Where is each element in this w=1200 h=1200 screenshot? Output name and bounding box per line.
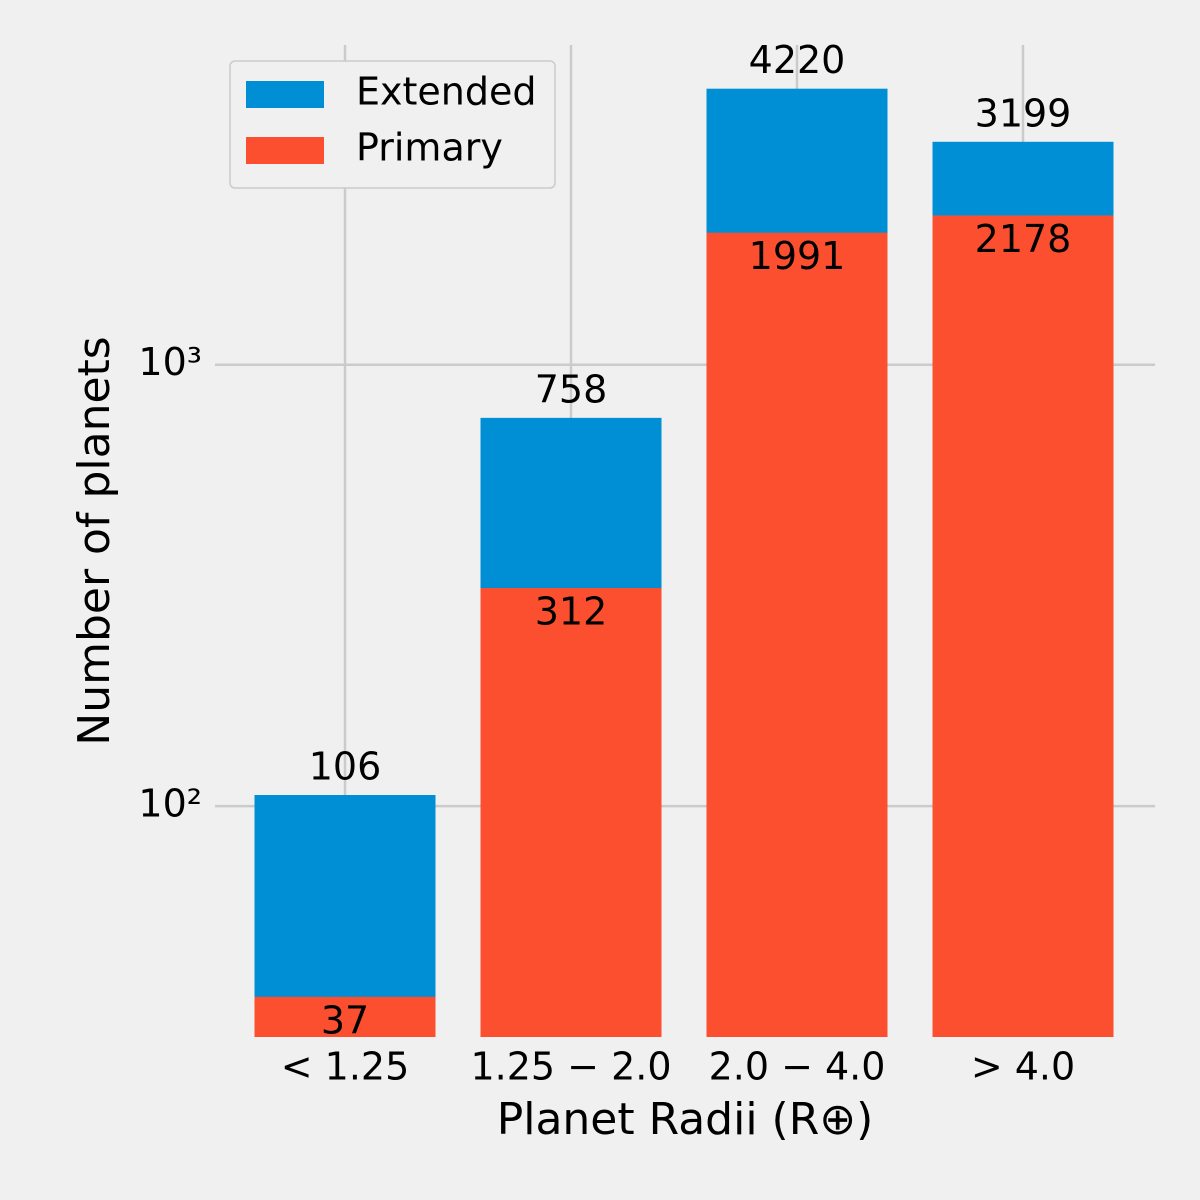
x-axis-label: Planet Radii (R⊕) (497, 1094, 874, 1145)
bar (254, 795, 436, 1037)
value-label: 2178 (975, 217, 1072, 261)
legend-label: Primary (356, 126, 503, 170)
value-label: 758 (535, 367, 608, 411)
bar (932, 215, 1114, 1038)
value-label: 3199 (975, 91, 1072, 135)
y-tick-label: 10² (138, 782, 202, 826)
bar (706, 232, 888, 1037)
labels: 10² 10³ < 1.25 1.25 − 2.0 2.0 − 4.0 > 4.0 106 7… (138, 38, 1075, 1088)
value-label: 37 (321, 998, 369, 1042)
legend-label: Extended (356, 70, 536, 114)
legend-swatch (246, 137, 324, 164)
value-label: 1991 (749, 234, 846, 278)
value-label: 106 (309, 745, 382, 789)
y-tick-label: 10³ (138, 340, 202, 384)
legend-swatch (246, 81, 324, 108)
y-axis-label: Number of planets (69, 336, 120, 745)
x-tick-label: < 1.25 (281, 1045, 410, 1089)
x-tick-label: 2.0 − 4.0 (709, 1045, 886, 1089)
x-tick-label: > 4.0 (971, 1045, 1075, 1089)
legend: Extended Primary (229, 60, 556, 189)
x-tick-label: 1.25 − 2.0 (470, 1045, 671, 1089)
value-label: 4220 (749, 38, 846, 82)
bar (480, 588, 662, 1037)
bars (254, 88, 1114, 1038)
value-label: 312 (535, 590, 608, 634)
bar (254, 996, 436, 1037)
